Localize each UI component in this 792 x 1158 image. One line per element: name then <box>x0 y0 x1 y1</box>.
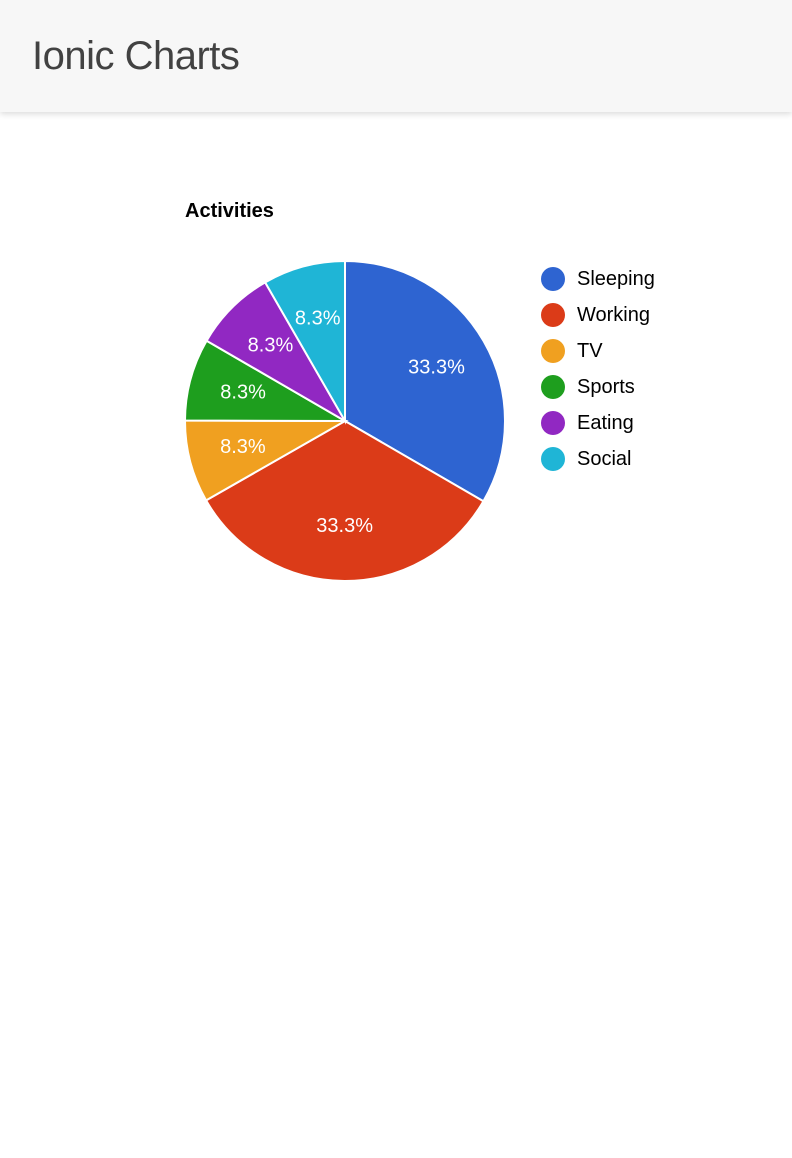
legend-item[interactable]: Sports <box>541 375 655 399</box>
legend-item[interactable]: Sleeping <box>541 267 655 291</box>
legend-label: Social <box>577 448 631 471</box>
legend-item[interactable]: TV <box>541 339 655 363</box>
legend-dot-icon <box>541 375 565 399</box>
pie-slice-label: 8.3% <box>295 307 341 329</box>
legend-dot-icon <box>541 447 565 471</box>
legend-dot-icon <box>541 339 565 363</box>
legend-label: Working <box>577 304 650 327</box>
activities-chart: Activities 33.3%33.3%8.3%8.3%8.3%8.3% Sl… <box>185 200 655 581</box>
legend-dot-icon <box>541 267 565 291</box>
legend-label: Sleeping <box>577 268 655 291</box>
legend-label: TV <box>577 340 603 363</box>
legend-dot-icon <box>541 411 565 435</box>
legend-label: Sports <box>577 376 635 399</box>
pie-slice-label: 33.3% <box>408 357 465 379</box>
pie-slice-label: 8.3% <box>248 334 294 356</box>
app-title: Ionic Charts <box>32 34 239 79</box>
legend-label: Eating <box>577 412 634 435</box>
pie-wrap: 33.3%33.3%8.3%8.3%8.3%8.3% <box>185 261 505 581</box>
legend-dot-icon <box>541 303 565 327</box>
legend-item[interactable]: Eating <box>541 411 655 435</box>
pie-slice-label: 8.3% <box>220 436 266 458</box>
legend-item[interactable]: Working <box>541 303 655 327</box>
app-header: Ionic Charts <box>0 0 792 112</box>
chart-legend: Sleeping Working TV Sports Eating Social <box>541 267 655 483</box>
pie-slice-label: 33.3% <box>316 515 373 537</box>
chart-title: Activities <box>185 200 655 223</box>
legend-item[interactable]: Social <box>541 447 655 471</box>
chart-body: 33.3%33.3%8.3%8.3%8.3%8.3% SleepingWorki… <box>185 261 655 581</box>
pie-svg: 33.3%33.3%8.3%8.3%8.3%8.3% <box>185 261 505 581</box>
pie-slice-label: 8.3% <box>220 382 266 404</box>
